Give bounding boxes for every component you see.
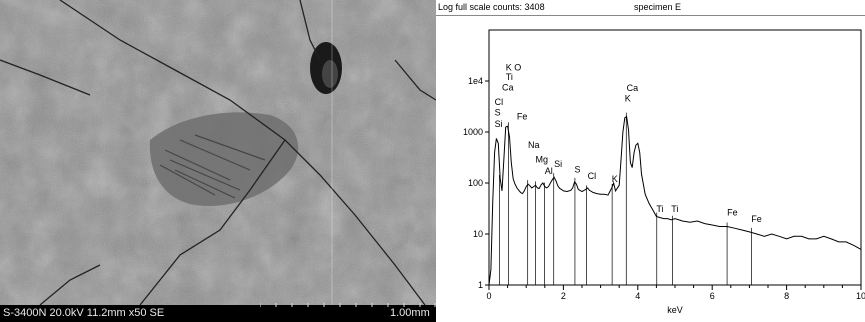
surface-cracks bbox=[0, 0, 436, 305]
peak-label: Si bbox=[554, 159, 562, 169]
x-tick-label: 6 bbox=[710, 291, 715, 301]
x-tick-label: 0 bbox=[486, 291, 491, 301]
peak-label: Si bbox=[495, 119, 503, 129]
y-tick-label: 100 bbox=[468, 178, 483, 188]
peak-label: Fe bbox=[517, 112, 528, 122]
peak-label: Cl bbox=[588, 171, 597, 181]
y-tick-label: 1000 bbox=[463, 127, 483, 137]
chart-header-counts: Log full scale counts: 3408 bbox=[438, 2, 545, 12]
sem-info-bar bbox=[0, 305, 436, 322]
peak-label: Mg bbox=[536, 155, 549, 165]
chart-header-specimen: specimen E bbox=[634, 2, 682, 12]
peak-label: Ti bbox=[656, 204, 663, 214]
spectrum-line bbox=[488, 115, 862, 286]
eds-spectrum-panel: Log full scale counts: 3408 specimen E 1… bbox=[436, 0, 865, 322]
x-tick-label: 4 bbox=[635, 291, 640, 301]
sem-micrograph: S-3400N 20.0kV 11.2mm x50 SE 1.00mm bbox=[0, 0, 436, 322]
peak-label: Al bbox=[545, 166, 553, 176]
sem-caption: S-3400N 20.0kV 11.2mm x50 SE bbox=[3, 307, 165, 319]
x-tick-label: 8 bbox=[784, 291, 789, 301]
peak-label: K bbox=[625, 93, 631, 103]
peak-label: Ca bbox=[502, 83, 514, 93]
peak-label: Fe bbox=[751, 214, 762, 224]
peak-label: S bbox=[575, 165, 581, 175]
peak-label: Ca bbox=[627, 83, 639, 93]
y-tick-label: 10 bbox=[473, 229, 483, 239]
sem-image bbox=[0, 0, 436, 305]
header-divider bbox=[436, 15, 865, 16]
peak-label: Ti bbox=[506, 72, 513, 82]
peak-label: K O bbox=[506, 63, 522, 73]
sem-scale-ticks bbox=[260, 303, 436, 307]
peak-label: Na bbox=[528, 140, 540, 150]
x-tick-label: 10 bbox=[856, 291, 865, 301]
peak-label: S bbox=[495, 108, 501, 118]
y-tick-label: 1e4 bbox=[468, 76, 483, 86]
peak-label: Ti bbox=[671, 204, 678, 214]
x-tick-label: 2 bbox=[561, 291, 566, 301]
peak-label: Cl bbox=[495, 97, 504, 107]
peak-label: Fe bbox=[727, 208, 738, 218]
peak-label: K bbox=[612, 174, 618, 184]
y-tick-label: 1 bbox=[478, 280, 483, 290]
sem-scale-label: 1.00mm bbox=[390, 307, 430, 319]
x-axis-label: keV bbox=[667, 305, 683, 315]
